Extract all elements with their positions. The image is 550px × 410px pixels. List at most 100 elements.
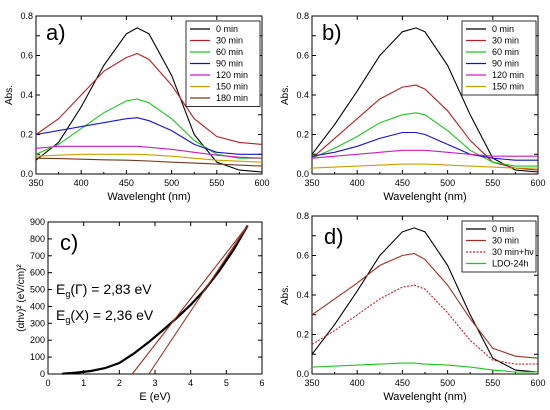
legend-label: 0 min (492, 24, 514, 34)
x-axis-title: E (eV) (139, 391, 170, 403)
y-tick-label: 0.2 (20, 130, 33, 140)
series-line-6 (35, 157, 263, 167)
x-tick-label: 450 (119, 178, 134, 188)
series-line-5 (311, 163, 538, 169)
panel-letter: a) (46, 20, 66, 45)
x-tick-label: 2 (117, 378, 122, 388)
panel-d: 350 400 450 500 550 600 0.0 0.2 0.4 0.6 0.8 Wavelen… (280, 211, 546, 403)
legend-label: 180 min (216, 93, 248, 103)
plot-frame (47, 221, 263, 375)
x-tick-label: 450 (395, 378, 410, 388)
y-tick-label: 400 (30, 301, 45, 311)
series-line-0 (311, 227, 539, 373)
x-tick-label: 550 (485, 378, 500, 388)
x-tick-label: 500 (440, 178, 455, 188)
y-axis-title: Abs. (280, 285, 291, 305)
x-tick-label: 350 (304, 378, 319, 388)
legend-label: 60 min (492, 47, 519, 57)
legend-label: LDO-24h (492, 259, 529, 269)
y-tick-label: 0.0 (20, 169, 33, 179)
y-axis-title: Abs. (4, 85, 15, 105)
panel-c: 0 1 2 3 4 5 6 0 100 200 300 400 500 600 700 800 900 E (eV… (16, 217, 265, 403)
y-tick-label: 0 (40, 369, 45, 379)
x-tick-label: 350 (28, 178, 43, 188)
x-tick-label: 400 (350, 378, 365, 388)
series-line-2 (148, 225, 249, 375)
x-tick-label: 550 (209, 178, 224, 188)
x-tick-label: 3 (152, 378, 157, 388)
series-line-3 (311, 362, 538, 373)
y-tick-label: 0.0 (296, 369, 309, 379)
x-tick-label: 550 (485, 178, 500, 188)
y-tick-label: 0.4 (20, 90, 33, 100)
x-axis-title: Wavelenght (nm) (107, 191, 190, 203)
x-tick-label: 6 (259, 378, 264, 388)
y-tick-label: 700 (30, 251, 45, 261)
series-line-1 (311, 252, 539, 359)
series-line-0 (35, 27, 263, 173)
x-tick-label: 500 (164, 178, 179, 188)
legend-label: 60 min (216, 47, 243, 57)
x-tick-label: 450 (395, 178, 410, 188)
series-line-2 (35, 98, 262, 159)
x-tick-label: 350 (304, 178, 319, 188)
series-line-1 (311, 84, 539, 171)
legend-label: 90 min (492, 59, 519, 69)
series-line-0 (311, 27, 539, 173)
y-tick-label: 900 (30, 217, 45, 227)
y-tick-label: 200 (30, 335, 45, 345)
y-tick-label: 0.0 (296, 169, 309, 179)
x-tick-label: 1 (81, 378, 86, 388)
legend-label: 0 min (216, 24, 238, 34)
panel-letter: c) (60, 230, 78, 255)
series-line-2 (311, 112, 538, 167)
legend-label: 150 min (492, 82, 524, 92)
y-tick-label: 0.2 (296, 130, 309, 140)
legend-label: 150 min (216, 82, 248, 92)
series-line-4 (311, 149, 538, 159)
bandgap-annotation: Eg(Γ) = 2,83 eV (56, 281, 152, 299)
y-tick-label: 0.4 (296, 90, 309, 100)
x-tick-label: 400 (350, 178, 365, 188)
x-tick-label: 600 (530, 378, 545, 388)
y-tick-label: 0.6 (296, 251, 309, 261)
y-tick-label: 0.2 (296, 330, 309, 340)
x-tick-label: 600 (254, 178, 269, 188)
series-line-4 (35, 145, 263, 159)
y-tick-label: 100 (30, 352, 45, 362)
y-tick-label: 0.8 (296, 211, 309, 221)
y-tick-label: 800 (30, 234, 45, 244)
x-tick-label: 600 (530, 178, 545, 188)
legend-label: 30 min (492, 36, 519, 46)
legend-label: 120 min (492, 70, 524, 80)
y-tick-label: 0.8 (296, 11, 309, 21)
y-axis-title: Abs. (280, 85, 291, 105)
legend-label: 0 min (492, 224, 514, 234)
y-tick-label: 0.6 (20, 51, 33, 61)
legend-box (461, 20, 537, 96)
y-tick-label: 0.8 (20, 11, 33, 21)
series-line-5 (35, 153, 263, 163)
x-tick-label: 4 (188, 378, 193, 388)
x-tick-label: 5 (224, 378, 229, 388)
series-line-3 (311, 131, 538, 161)
panel-letter: b) (322, 20, 342, 45)
y-tick-label: 600 (30, 268, 45, 278)
legend-label: 30 min (492, 236, 519, 246)
legend-label: 120 min (216, 70, 248, 80)
panel-b: 350 400 450 500 550 600 0.0 0.2 0.4 0.6 0.8 Wavelen… (280, 11, 546, 203)
x-tick-label: 0 (45, 378, 50, 388)
x-axis-title: Wavelenght (nm) (383, 391, 466, 403)
y-tick-label: 0.4 (296, 290, 309, 300)
series-line-0 (62, 224, 249, 375)
series-line-3 (35, 117, 262, 155)
x-axis-title: Wavelenght (nm) (383, 191, 466, 203)
panel-letter: d) (324, 224, 344, 249)
y-tick-label: 0.6 (296, 51, 309, 61)
legend-label: 90 min (216, 59, 243, 69)
y-tick-label: 500 (30, 285, 45, 295)
x-tick-label: 400 (74, 178, 89, 188)
series-line-1 (35, 52, 263, 145)
bandgap-annotation: Eg(X) = 2,36 eV (56, 307, 154, 325)
